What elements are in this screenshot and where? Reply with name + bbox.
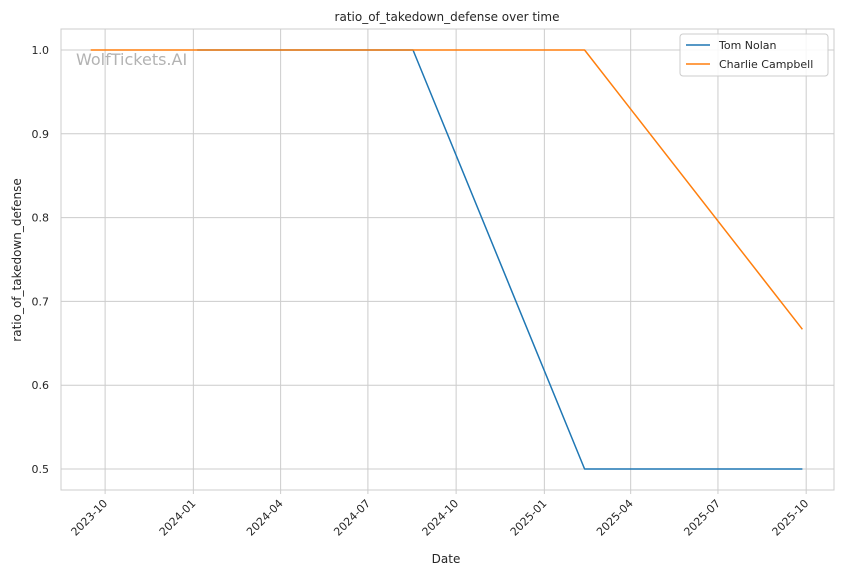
y-axis-label: ratio_of_takedown_defense: [10, 178, 24, 341]
x-tick-label: 2024-04: [244, 497, 286, 539]
y-tick-label: 0.7: [32, 295, 50, 308]
x-tick-label: 2025-01: [508, 497, 550, 539]
legend-label: Tom Nolan: [718, 39, 777, 52]
y-tick-label: 1.0: [32, 44, 50, 57]
legend-label: Charlie Campbell: [719, 58, 813, 71]
y-tick-label: 0.9: [32, 128, 50, 141]
y-tick-label: 0.8: [32, 212, 50, 225]
x-tick-label: 2023-10: [69, 497, 111, 539]
x-tick-label: 2025-07: [681, 497, 723, 539]
legend-box: [679, 33, 829, 77]
series-layer: [90, 49, 803, 470]
x-tick-label: 2025-10: [770, 497, 812, 539]
watermark-text: WolfTickets.AI: [76, 50, 187, 69]
x-tick-label: 2024-10: [420, 497, 462, 539]
legend: Tom Nolan Charlie Campbell: [679, 33, 829, 77]
y-tick-label: 0.5: [32, 463, 50, 476]
series-line-1: [90, 49, 803, 330]
x-tick-label: 2024-07: [331, 497, 373, 539]
legend-items: Tom Nolan Charlie Campbell: [686, 39, 813, 71]
y-tick-label: 0.6: [32, 379, 50, 392]
grid: [61, 29, 834, 490]
x-axis-label: Date: [432, 552, 461, 566]
x-tick-label: 2024-01: [157, 497, 199, 539]
series-line-0: [197, 49, 803, 470]
plot-frame: [60, 28, 835, 491]
chart-title: ratio_of_takedown_defense over time: [335, 10, 560, 24]
x-axis-ticks: 2023-10 2024-01 2024-04 2024-07 2024-10 2025-…: [69, 490, 812, 539]
y-axis-ticks: 0.5 0.6 0.7 0.8 0.9 1.0: [32, 44, 50, 476]
x-tick-label: 2025-04: [594, 497, 636, 539]
